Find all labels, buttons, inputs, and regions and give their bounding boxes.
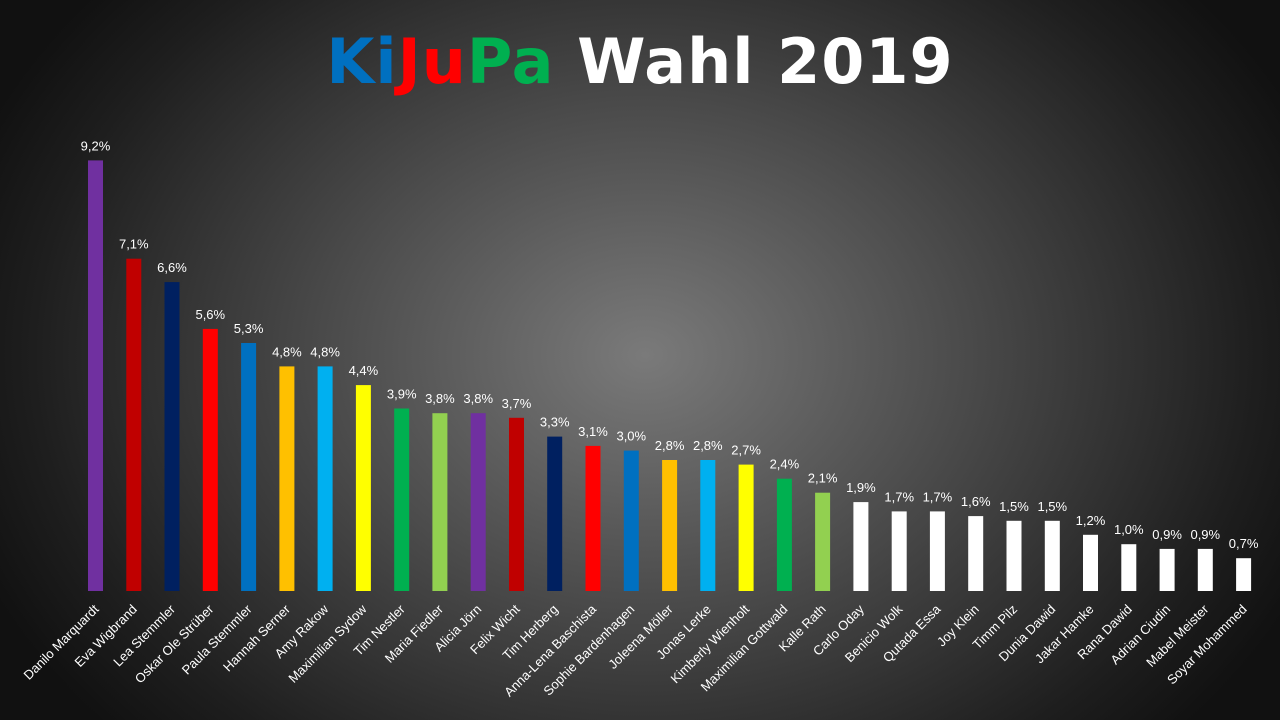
value-label-2: 7,1% (119, 237, 149, 252)
value-label-24: 1,6% (961, 494, 991, 509)
value-label-23: 1,7% (923, 489, 953, 504)
value-label-6: 4,8% (272, 344, 302, 359)
value-label-16: 2,8% (655, 438, 685, 453)
bar-15 (623, 450, 639, 591)
value-label-3: 6,6% (157, 260, 187, 275)
value-label-15: 3,0% (616, 429, 646, 444)
bar-6 (279, 366, 295, 591)
value-label-9: 3,9% (387, 387, 417, 402)
value-label-7: 4,8% (310, 344, 340, 359)
value-label-22: 1,7% (884, 489, 914, 504)
title-part-pa: Pa (466, 25, 555, 98)
value-label-8: 4,4% (349, 363, 379, 378)
value-label-25: 1,5% (999, 499, 1029, 514)
bar-17 (700, 460, 716, 591)
bar-28 (1121, 544, 1137, 591)
value-label-5: 5,3% (234, 321, 264, 336)
bar-2 (126, 258, 142, 591)
bar-27 (1083, 534, 1098, 591)
bar-9 (394, 408, 410, 591)
category-label-6: Hannah Serner (220, 601, 293, 674)
value-label-21: 1,9% (846, 480, 876, 495)
bar-21 (853, 502, 869, 591)
title-part-ki: Ki (326, 25, 398, 98)
bar-7 (317, 366, 333, 591)
bar-19 (776, 478, 792, 591)
bar-3 (164, 282, 180, 591)
bar-1 (88, 160, 103, 591)
bar-11 (470, 413, 486, 591)
title-part-wahl: Wahl 2019 (554, 25, 954, 98)
value-label-13: 3,3% (540, 415, 570, 430)
value-label-26: 1,5% (1037, 499, 1067, 514)
bar-23 (929, 511, 945, 591)
value-label-4: 5,6% (195, 307, 225, 322)
value-label-12: 3,7% (502, 396, 532, 411)
value-label-18: 2,7% (731, 443, 761, 458)
value-label-20: 2,1% (808, 471, 838, 486)
value-label-27: 1,2% (1076, 513, 1106, 528)
bar-31 (1236, 558, 1252, 591)
value-label-1: 9,2% (81, 138, 111, 153)
bar-24 (968, 516, 984, 591)
bar-14 (585, 445, 601, 591)
bar-25 (1006, 520, 1022, 591)
value-label-31: 0,7% (1229, 536, 1259, 551)
bar-13 (547, 436, 563, 591)
bar-20 (815, 492, 831, 591)
bar-22 (891, 511, 907, 591)
bar-26 (1044, 520, 1060, 591)
value-label-14: 3,1% (578, 424, 608, 439)
bar-8 (355, 385, 371, 591)
bar-30 (1197, 548, 1213, 591)
value-label-17: 2,8% (693, 438, 723, 453)
bar-18 (738, 464, 754, 591)
bar-12 (509, 417, 524, 591)
value-label-19: 2,4% (770, 457, 800, 472)
title-part-ju: Ju (397, 25, 467, 98)
bar-5 (241, 343, 257, 591)
bar-16 (662, 460, 678, 591)
bar-29 (1159, 548, 1175, 591)
bar-4 (202, 328, 218, 591)
value-label-11: 3,8% (463, 391, 493, 406)
bar-10 (432, 413, 448, 591)
value-label-28: 1,0% (1114, 522, 1144, 537)
value-label-10: 3,8% (425, 391, 455, 406)
value-label-29: 0,9% (1152, 527, 1182, 542)
chart-title: KiJuPa Wahl 2019 (0, 22, 1280, 102)
value-label-30: 0,9% (1190, 527, 1220, 542)
